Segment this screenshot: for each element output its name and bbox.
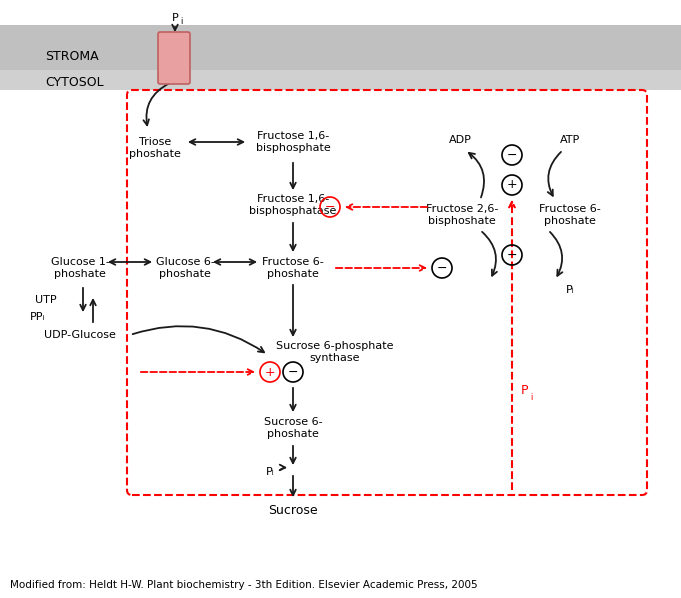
Text: −: − [325,200,335,213]
Text: i: i [180,17,183,26]
Text: ADP: ADP [449,135,471,145]
Text: +: + [507,178,518,191]
Text: CYTOSOL: CYTOSOL [45,77,104,90]
Bar [0,70,681,90]
Text: Modified from: Heldt H-W. Plant biochemistry - 3th Edition. Elsevier Academic Pr: Modified from: Heldt H-W. Plant biochemi… [10,580,477,590]
Text: +: + [265,365,275,379]
Text: Pᵢ: Pᵢ [266,467,274,477]
Text: Sucrose 6-phosphate
synthase: Sucrose 6-phosphate synthase [276,341,394,363]
Text: −: − [437,261,447,274]
FancyBboxPatch shape [158,32,190,84]
Text: Glucose 6-
phoshate: Glucose 6- phoshate [155,257,215,279]
Text: Sucrose 6-
phoshate: Sucrose 6- phoshate [264,417,322,439]
Text: Fructose 6-
phoshate: Fructose 6- phoshate [262,257,324,279]
Text: Pᵢ: Pᵢ [566,285,574,295]
Text: ATP: ATP [560,135,580,145]
Text: P: P [172,13,178,23]
Text: P: P [520,383,528,396]
Text: −: − [288,365,298,379]
Text: Fructose 1,6-
bisphosphatase: Fructose 1,6- bisphosphatase [249,194,336,216]
Text: Glucose 1-
phoshate: Glucose 1- phoshate [50,257,110,279]
Text: UTP: UTP [35,295,57,305]
Text: Sucrose: Sucrose [268,504,318,517]
Text: Fructose 1,6-
bisphosphate: Fructose 1,6- bisphosphate [255,131,330,153]
Text: STROMA: STROMA [45,50,99,63]
Text: −: − [507,148,518,161]
Text: Fructose 2,6-
bisphoshate: Fructose 2,6- bisphoshate [426,204,498,226]
Text: i: i [530,392,532,401]
Bar [0,25,681,75]
Text: −: − [507,249,518,261]
Text: Triose
phoshate: Triose phoshate [129,137,181,159]
Text: Fructose 6-
phoshate: Fructose 6- phoshate [539,204,601,226]
Text: PPᵢ: PPᵢ [30,312,46,322]
Text: UDP-Glucose: UDP-Glucose [44,330,116,340]
